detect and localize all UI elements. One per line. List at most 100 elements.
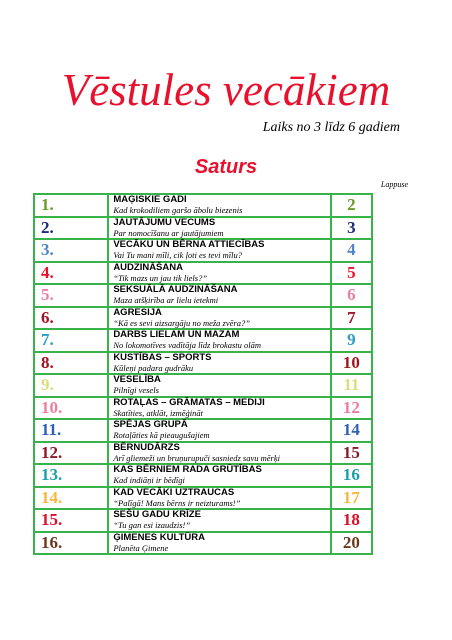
chapter-number: 9. bbox=[32, 373, 110, 398]
page-number: 14 bbox=[329, 418, 374, 443]
chapter-text: MAĢISKIE GADI Kad krokodiliem garšo ābolu… bbox=[107, 193, 332, 218]
chapter-number: 13. bbox=[32, 463, 110, 488]
chapter-text: SPĒJAS GRUPĀ Rotaļāties kā pieaugušajiem bbox=[107, 418, 332, 443]
chapter-text: VESELĪBA Pilnīgi vesels bbox=[107, 373, 332, 398]
chapter-title: ĢIMENES KULTŪRA bbox=[113, 531, 205, 543]
chapter-subtitle: Arī gliemeži un bruņurupuči sasniedz sav… bbox=[113, 452, 280, 463]
toc-row: 12. BĒRNUDĀRZS Arī gliemeži un bruņurupuči… bbox=[32, 440, 374, 465]
page-number: 18 bbox=[329, 508, 374, 533]
chapter-subtitle: Skatīties, atklāt, izmēģināt bbox=[113, 407, 204, 418]
page-number: 11 bbox=[329, 373, 374, 398]
toc-row: 10. ROTAĻAS – GRĀMATAS – MEDIJI Skatīties,… bbox=[32, 395, 374, 420]
toc-table: 1. MAĢISKIE GADI Kad krokodiliem garšo ābo… bbox=[32, 193, 374, 555]
chapter-text: ROTAĻAS – GRĀMATAS – MEDIJI Skatīties, at… bbox=[107, 395, 332, 420]
chapter-text: JAUTĀJUMU VECUMS Par nomocīšanu ar jautāj… bbox=[107, 215, 332, 240]
chapter-number: 2. bbox=[32, 215, 110, 240]
toc-row: 2. JAUTĀJUMU VECUMS Par nomocīšanu ar jaut… bbox=[32, 215, 374, 240]
toc-row: 7. DARBS LIELAM UN MAZAM No lokomotīves va… bbox=[32, 328, 374, 353]
toc-heading: Saturs bbox=[194, 156, 258, 178]
toc-row: 16. ĢIMENES KULTŪRA Planēta Ģimene 20 bbox=[32, 530, 374, 555]
chapter-number: 1. bbox=[32, 193, 110, 218]
chapter-text: AGRESIJA “Kā es sevi aizsargāju no meža z… bbox=[107, 305, 332, 330]
page-number: 10 bbox=[329, 350, 374, 375]
page-number: 7 bbox=[329, 305, 374, 330]
chapter-text: VECĀKU UN BĒRNA ATTIECĪBAS Vai Tu mani mī… bbox=[107, 238, 332, 263]
toc-row: 9. VESELĪBA Pilnīgi vesels 11 bbox=[32, 373, 374, 398]
chapter-title: BĒRNUDĀRZS bbox=[113, 441, 180, 453]
chapter-title: MAĢISKIE GADI bbox=[113, 194, 187, 206]
chapter-title: KUSTĪBAS – SPORTS bbox=[113, 351, 212, 363]
chapter-text: SEKSUĀLĀ AUDZINĀŠANA Maza atšķirība ar li… bbox=[107, 283, 332, 308]
subtitle: Laiks no 3 līdz 6 gadiem bbox=[262, 120, 400, 135]
chapter-title: SEŠU GADU KRĪZE bbox=[113, 509, 201, 521]
chapter-subtitle: Vai Tu mani mīli, cik ļoti es tevi mīlu? bbox=[113, 250, 242, 261]
chapter-text: KAD VECĀKI UZTRAUCAS “Palīgā! Mans bērns … bbox=[107, 485, 332, 510]
chapter-title: JAUTĀJUMU VECUMS bbox=[113, 216, 216, 228]
page-number: 4 bbox=[329, 238, 374, 263]
chapter-number: 7. bbox=[32, 328, 110, 353]
toc-row: 13. KAS BĒRNIEM RADA GRŪTĪBAS Kad indiāņi … bbox=[32, 463, 374, 488]
chapter-number: 12. bbox=[32, 440, 110, 465]
chapter-subtitle: “Tik mazs un jau tik liels?” bbox=[113, 272, 208, 283]
toc-row: 15. SEŠU GADU KRĪZE “Tu gan esi izaudzis!”… bbox=[32, 508, 374, 533]
chapter-title: KAD VECĀKI UZTRAUCAS bbox=[113, 486, 235, 498]
chapter-subtitle: No lokomotīves vadītāja līdz brokastu ol… bbox=[113, 340, 262, 351]
chapter-subtitle: Pilnīgi vesels bbox=[113, 385, 159, 396]
chapter-number: 16. bbox=[32, 530, 110, 555]
toc-row: 1. MAĢISKIE GADI Kad krokodiliem garšo ābo… bbox=[32, 193, 374, 218]
chapter-number: 4. bbox=[32, 260, 110, 285]
toc-row: 14. KAD VECĀKI UZTRAUCAS “Palīgā! Mans bēr… bbox=[32, 485, 374, 510]
page-number: 20 bbox=[329, 530, 374, 555]
toc-row: 8. KUSTĪBAS – SPORTS Kūleņi padara gudrāku… bbox=[32, 350, 374, 375]
chapter-title: VECĀKU UN BĒRNA ATTIECĪBAS bbox=[113, 239, 265, 251]
chapter-text: KAS BĒRNIEM RADA GRŪTĪBAS Kad indiāņi ir … bbox=[107, 463, 332, 488]
page-number: 6 bbox=[329, 283, 374, 308]
chapter-subtitle: “Tu gan esi izaudzis!” bbox=[113, 520, 191, 531]
toc-row: 6. AGRESIJA “Kā es sevi aizsargāju no meža… bbox=[32, 305, 374, 330]
chapter-subtitle: Maza atšķirība ar lielu ietekmi bbox=[113, 295, 219, 306]
page-number: 5 bbox=[329, 260, 374, 285]
toc-row: 5. SEKSUĀLĀ AUDZINĀŠANA Maza atšķirība ar … bbox=[32, 283, 374, 308]
chapter-number: 6. bbox=[32, 305, 110, 330]
page-number: 16 bbox=[329, 463, 374, 488]
chapter-title: DARBS LIELAM UN MAZAM bbox=[113, 329, 240, 341]
page-number: 17 bbox=[329, 485, 374, 510]
chapter-subtitle: Kad krokodiliem garšo ābolu biezenis bbox=[113, 205, 243, 216]
chapter-subtitle: Kad indiāņi ir bēdīgi bbox=[113, 475, 185, 486]
chapter-text: SEŠU GADU KRĪZE “Tu gan esi izaudzis!” bbox=[107, 508, 332, 533]
chapter-text: DARBS LIELAM UN MAZAM No lokomotīves vadī… bbox=[107, 328, 332, 353]
chapter-subtitle: “Palīgā! Mans bērns ir neizturams!” bbox=[113, 497, 241, 508]
chapter-title: AUDZINĀŠANA bbox=[113, 261, 183, 273]
chapter-number: 8. bbox=[32, 350, 110, 375]
chapter-number: 14. bbox=[32, 485, 110, 510]
chapter-subtitle: Planēta Ģimene bbox=[113, 542, 169, 553]
chapter-number: 15. bbox=[32, 508, 110, 533]
chapter-text: ĢIMENES KULTŪRA Planēta Ģimene bbox=[107, 530, 332, 555]
chapter-title: ROTAĻAS – GRĀMATAS – MEDIJI bbox=[113, 396, 265, 408]
chapter-title: SPĒJAS GRUPĀ bbox=[113, 419, 188, 431]
toc-row: 3. VECĀKU UN BĒRNA ATTIECĪBAS Vai Tu mani … bbox=[32, 238, 374, 263]
page-number: 3 bbox=[329, 215, 374, 240]
chapter-title: SEKSUĀLĀ AUDZINĀŠANA bbox=[113, 284, 238, 296]
page-number: 12 bbox=[329, 395, 374, 420]
title: Vēstules vecākiem bbox=[61, 65, 391, 115]
page-number: 15 bbox=[329, 440, 374, 465]
chapter-title: VESELĪBA bbox=[113, 374, 161, 386]
chapter-title: AGRESIJA bbox=[113, 306, 162, 318]
chapter-number: 11. bbox=[32, 418, 110, 443]
chapter-number: 5. bbox=[32, 283, 110, 308]
chapter-subtitle: “Kā es sevi aizsargāju no meža zvēra?” bbox=[113, 317, 250, 328]
toc-row: 11. SPĒJAS GRUPĀ Rotaļāties kā pieaugušaji… bbox=[32, 418, 374, 443]
chapter-text: BĒRNUDĀRZS Arī gliemeži un bruņurupuči sa… bbox=[107, 440, 332, 465]
page-number: 9 bbox=[329, 328, 374, 353]
chapter-number: 3. bbox=[32, 238, 110, 263]
chapter-subtitle: Rotaļāties kā pieaugušajiem bbox=[113, 430, 210, 441]
chapter-title: KAS BĒRNIEM RADA GRŪTĪBAS bbox=[113, 464, 262, 476]
chapter-subtitle: Par nomocīšanu ar jautājumiem bbox=[113, 227, 224, 238]
chapter-subtitle: Kūleņi padara gudrāku bbox=[113, 362, 194, 373]
chapter-text: KUSTĪBAS – SPORTS Kūleņi padara gudrāku bbox=[107, 350, 332, 375]
page-number: 2 bbox=[329, 193, 374, 218]
toc-row: 4. AUDZINĀŠANA “Tik mazs un jau tik liels?… bbox=[32, 260, 374, 285]
chapter-number: 10. bbox=[32, 395, 110, 420]
